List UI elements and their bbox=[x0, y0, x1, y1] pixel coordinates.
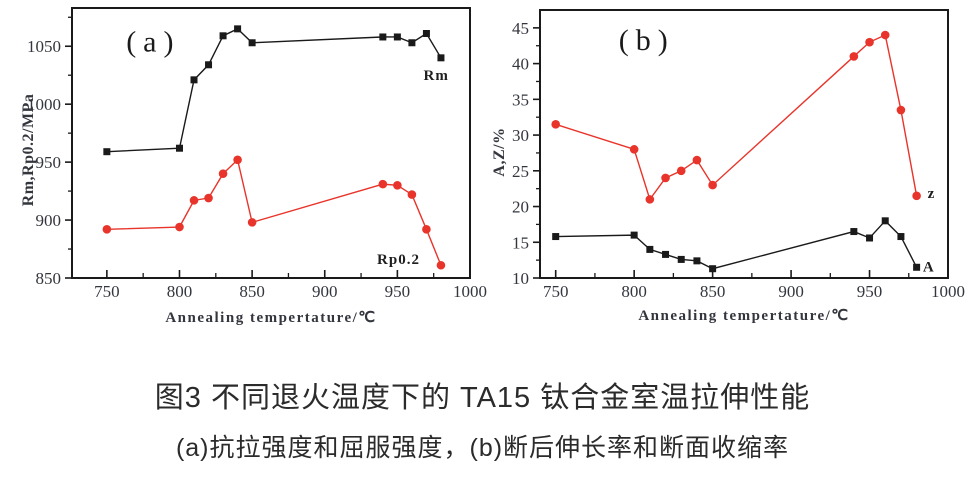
data-point bbox=[407, 190, 417, 199]
x-tick-label: 900 bbox=[778, 282, 804, 301]
panel-label-a: (a) bbox=[126, 26, 180, 59]
y-tick-label: 35 bbox=[512, 90, 529, 109]
data-point bbox=[190, 76, 198, 84]
y-tick-label: 1000 bbox=[27, 95, 61, 114]
data-point bbox=[692, 155, 702, 165]
data-point bbox=[379, 33, 387, 41]
data-point bbox=[393, 33, 401, 41]
chart-a: 750 800 850 900 950 1000 850 900 950 1000 1050 Anne… bbox=[20, 7, 487, 326]
data-point bbox=[436, 260, 446, 270]
data-point bbox=[676, 166, 686, 176]
data-point bbox=[866, 234, 874, 242]
data-point bbox=[408, 39, 416, 47]
y-tick-label: 25 bbox=[512, 162, 529, 181]
data-point bbox=[629, 145, 639, 154]
x-tick-label: 750 bbox=[543, 282, 569, 301]
data-point bbox=[103, 148, 111, 156]
data-point bbox=[645, 195, 655, 204]
data-point bbox=[175, 222, 184, 232]
data-point bbox=[378, 179, 388, 189]
data-point bbox=[865, 37, 874, 47]
figure-caption: 图3 不同退火温度下的 TA15 钛合金室温拉伸性能 (a)抗拉强度和屈服强度，… bbox=[0, 380, 965, 464]
data-point bbox=[205, 61, 213, 69]
y-tick-label: 900 bbox=[36, 211, 62, 230]
series-Z: z bbox=[551, 30, 936, 204]
y-tick-label: 950 bbox=[36, 153, 62, 172]
data-point bbox=[393, 180, 402, 190]
y-tick-label: 20 bbox=[512, 198, 529, 217]
series-Rp0.2: Rp0.2 bbox=[102, 155, 446, 270]
data-point bbox=[896, 105, 906, 115]
data-point bbox=[646, 245, 654, 253]
series-label-Z: z bbox=[928, 186, 936, 202]
y-tick-label: 850 bbox=[36, 269, 62, 288]
x-tick-label: 800 bbox=[621, 282, 647, 301]
x-axis-title: Annealing tempertature/℃ bbox=[638, 308, 849, 324]
data-point bbox=[422, 225, 431, 234]
series-label-Rm: Rm bbox=[424, 68, 449, 84]
data-point bbox=[849, 52, 859, 61]
x-tick-label: 950 bbox=[385, 282, 411, 301]
data-point bbox=[708, 180, 717, 190]
data-point bbox=[881, 217, 889, 225]
y-axis-title: Rm,Rp0.2/MPa bbox=[20, 94, 37, 207]
series-line-Rp0.2 bbox=[106, 158, 442, 266]
x-tick-label: 950 bbox=[857, 282, 883, 301]
y-tick-label: 15 bbox=[512, 233, 529, 252]
data-point bbox=[175, 144, 183, 152]
panel-label-b: (b) bbox=[619, 24, 675, 57]
series-label-A: A bbox=[923, 260, 935, 276]
data-point bbox=[234, 25, 242, 33]
data-point bbox=[912, 191, 921, 201]
y-tick-label: 1050 bbox=[27, 37, 61, 56]
y-tick-label: 40 bbox=[512, 55, 529, 74]
x-tick-label: 1000 bbox=[453, 282, 487, 301]
y-tick-label: 10 bbox=[512, 269, 529, 288]
x-tick-label: 1000 bbox=[931, 282, 965, 301]
y-tick-label: 45 bbox=[512, 19, 529, 38]
charts-panel: 750 800 850 900 950 1000 850 900 950 1000 1050 Anne… bbox=[20, 7, 965, 326]
plot-border bbox=[539, 9, 949, 279]
x-tick-label: 800 bbox=[167, 282, 193, 301]
data-point bbox=[661, 173, 670, 183]
series-Rm: Rm bbox=[103, 25, 449, 156]
x-tick-label: 850 bbox=[700, 282, 726, 301]
data-point bbox=[248, 39, 256, 47]
y-tick-label: 30 bbox=[512, 126, 529, 145]
x-tick-label: 900 bbox=[312, 282, 338, 301]
data-point bbox=[102, 225, 112, 234]
x-axis-title: Annealing tempertature/℃ bbox=[165, 310, 376, 326]
data-point bbox=[552, 233, 560, 241]
data-point bbox=[219, 32, 227, 40]
series-line-Z bbox=[555, 34, 918, 201]
data-point bbox=[677, 255, 685, 263]
chart-b: 750 800 850 900 950 1000 10 15 20 25 30 35 40 45 Annea… bbox=[491, 9, 965, 324]
data-point bbox=[233, 155, 242, 165]
data-point bbox=[422, 29, 430, 37]
data-point bbox=[709, 265, 717, 273]
series-label-Rp0.2: Rp0.2 bbox=[377, 252, 420, 268]
data-point bbox=[693, 257, 701, 265]
plot-border bbox=[71, 7, 471, 279]
data-point bbox=[551, 120, 560, 129]
data-point bbox=[630, 231, 638, 239]
data-point bbox=[218, 169, 228, 179]
series-line-A bbox=[555, 219, 918, 270]
data-point bbox=[850, 228, 858, 236]
x-tick-label: 750 bbox=[94, 282, 120, 301]
caption-title: 图3 不同退火温度下的 TA15 钛合金室温拉伸性能 bbox=[154, 382, 811, 414]
x-tick-label: 850 bbox=[239, 282, 265, 301]
data-point bbox=[204, 193, 213, 203]
y-axis-title: A,Z/% bbox=[491, 127, 508, 176]
data-point bbox=[437, 54, 445, 62]
series-A: A bbox=[552, 217, 935, 276]
data-point bbox=[662, 250, 670, 258]
data-point bbox=[189, 196, 199, 205]
data-point bbox=[913, 263, 921, 271]
caption-subtitle: (a)抗拉强度和屈服强度，(b)断后伸长率和断面收缩率 bbox=[175, 433, 790, 462]
data-point bbox=[247, 218, 257, 227]
data-point bbox=[880, 30, 890, 40]
data-point bbox=[897, 233, 905, 241]
